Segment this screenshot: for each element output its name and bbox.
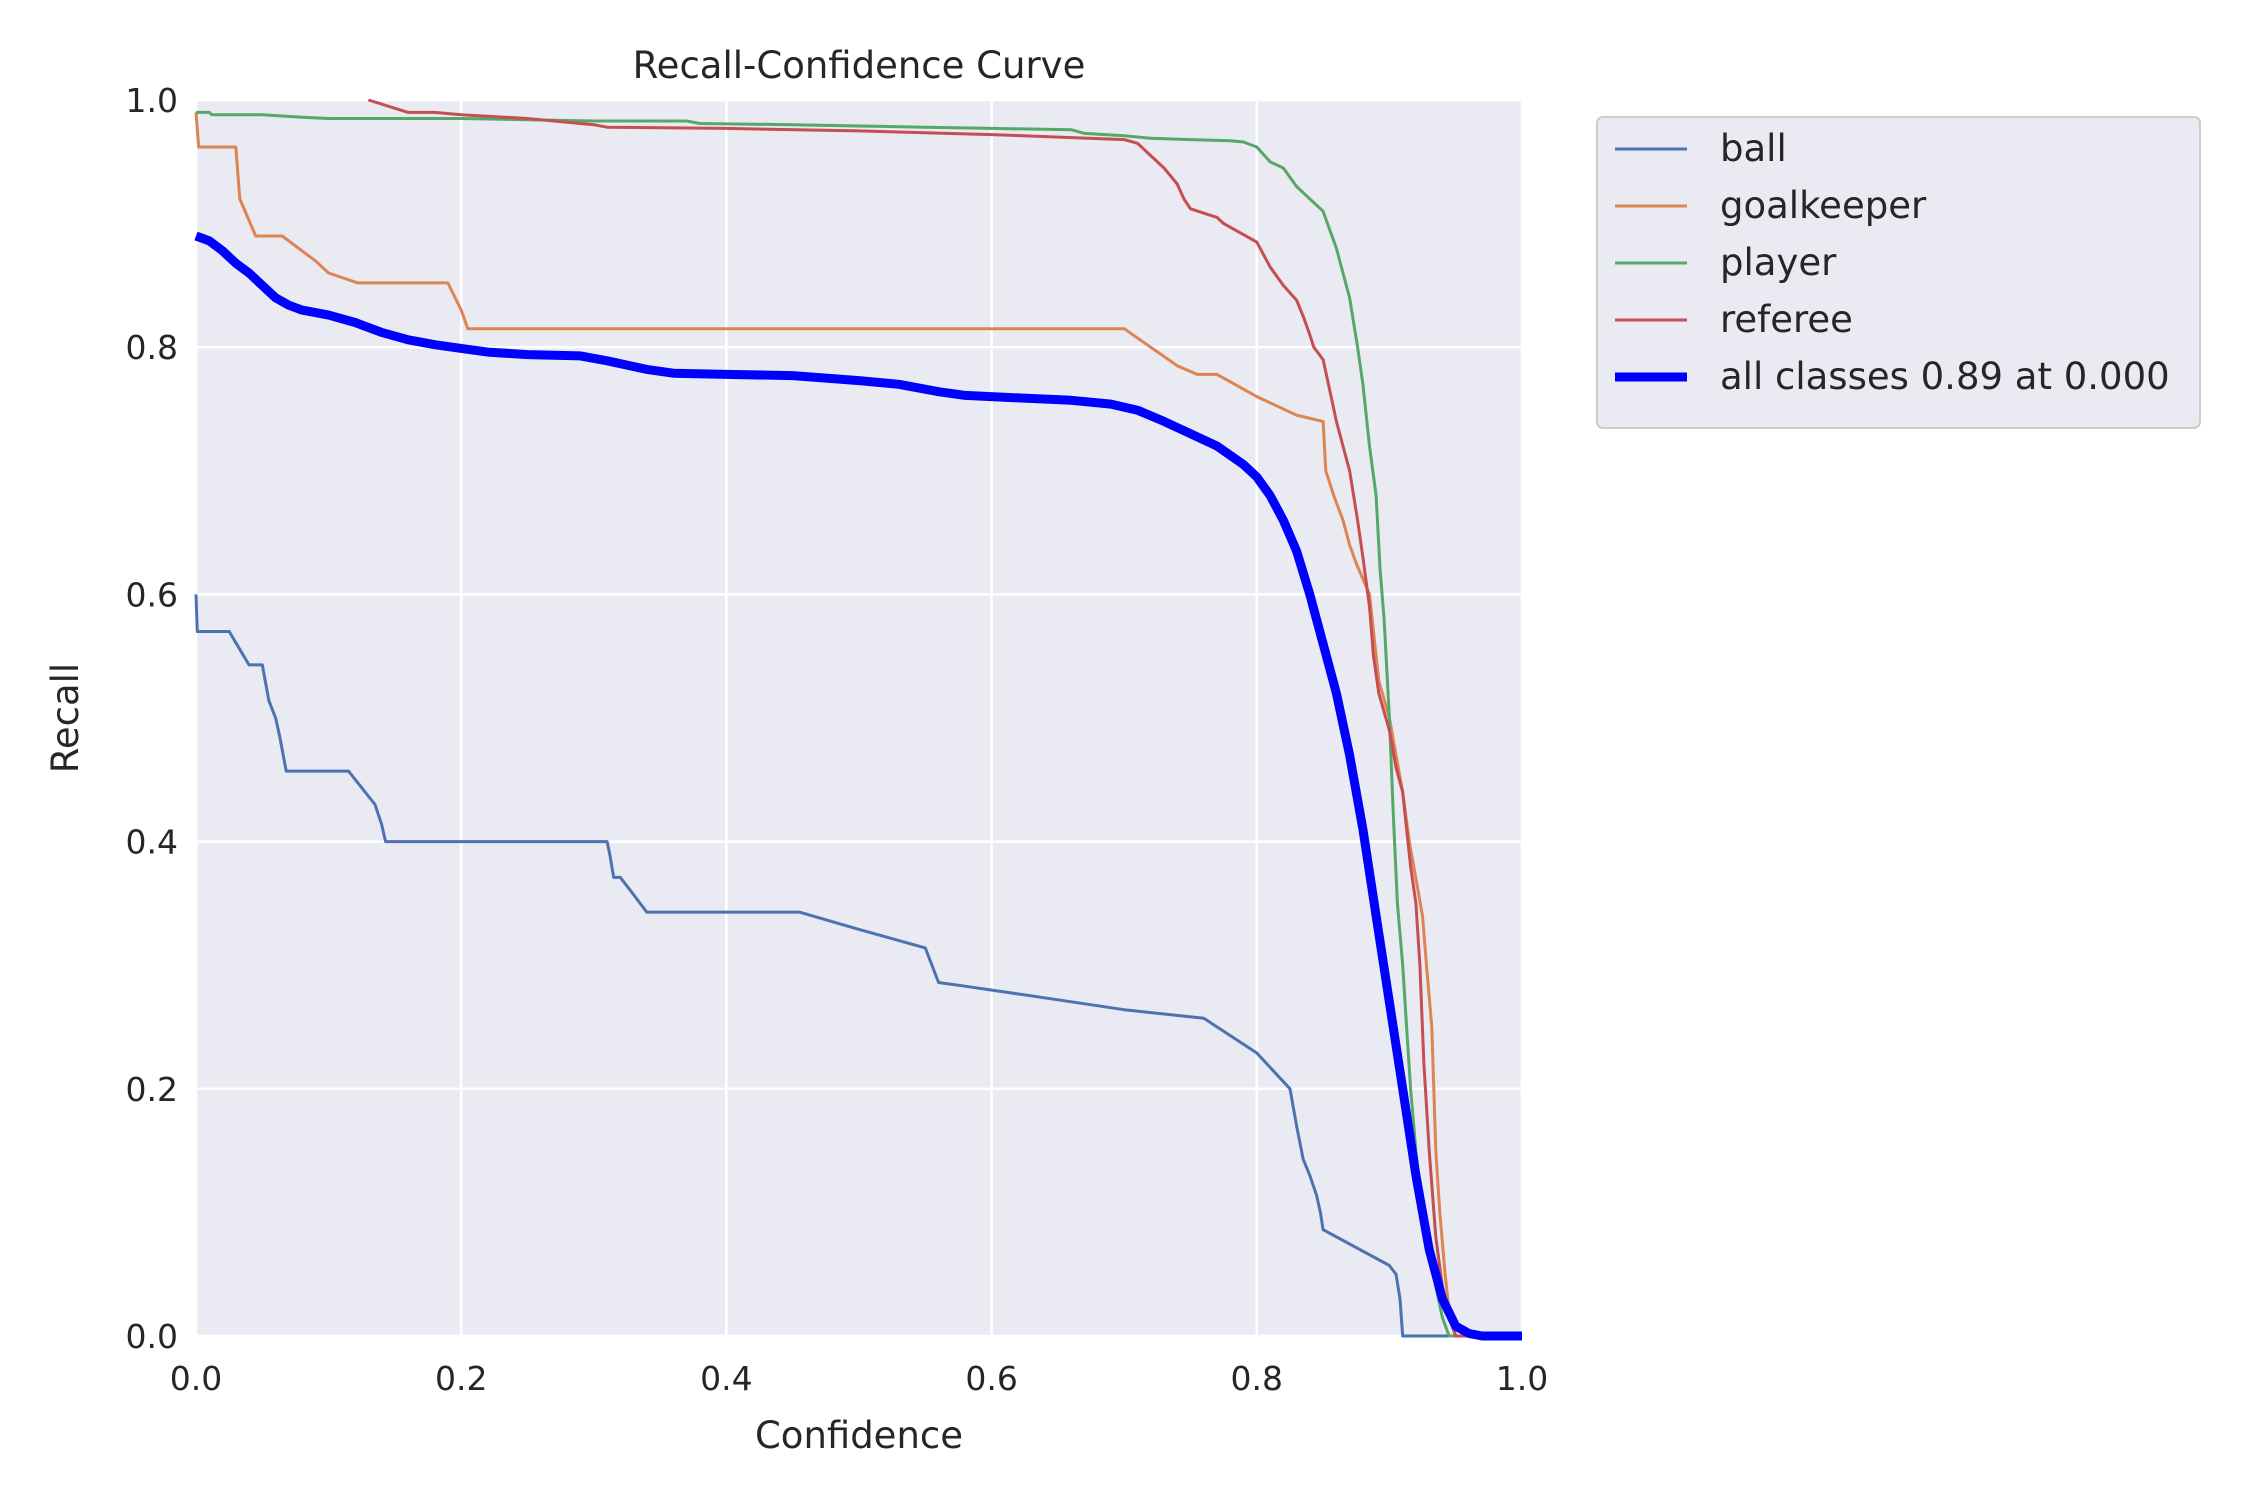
y-axis-label: Recall: [44, 663, 87, 773]
y-tick-label: 0.0: [126, 1317, 178, 1356]
legend-label: goalkeeper: [1720, 184, 1927, 227]
x-tick-label: 0.8: [1231, 1359, 1283, 1398]
x-tick-label: 0.4: [700, 1359, 752, 1398]
y-tick-label: 0.2: [126, 1070, 178, 1109]
plot-area: [196, 100, 1522, 1336]
x-tick-label: 0.0: [170, 1359, 222, 1398]
legend-frame: [1596, 116, 2201, 429]
y-tick-label: 0.8: [126, 328, 178, 367]
x-tick-labels: 0.0 0.2 0.4 0.6 0.8 1.0: [170, 1359, 1548, 1398]
series-lines: [194, 98, 1522, 1341]
x-tick-label: 1.0: [1496, 1359, 1548, 1398]
legend: ball goalkeeper player referee all classes 0…: [1596, 116, 2201, 429]
x-axis-label: Confidence: [755, 1414, 963, 1457]
legend-label: referee: [1720, 298, 1853, 341]
series-line-3: [367, 98, 1522, 1338]
x-tick-label: 0.2: [435, 1359, 487, 1398]
y-tick-label: 0.6: [126, 575, 178, 614]
y-tick-label: 1.0: [126, 81, 178, 120]
chart-title: Recall-Confidence Curve: [633, 44, 1086, 87]
series-line-2: [196, 110, 1522, 1338]
series-line-1: [194, 112, 1522, 1338]
x-tick-label: 0.6: [965, 1359, 1017, 1398]
legend-label: all classes 0.89 at 0.000: [1720, 355, 2170, 398]
y-tick-labels: 0.0 0.2 0.4 0.6 0.8 1.0: [126, 81, 178, 1356]
legend-label: player: [1720, 241, 1837, 284]
series-line-4: [194, 231, 1522, 1341]
y-tick-label: 0.4: [126, 823, 178, 862]
series-line-0: [194, 594, 1522, 1338]
legend-label: ball: [1720, 127, 1787, 170]
